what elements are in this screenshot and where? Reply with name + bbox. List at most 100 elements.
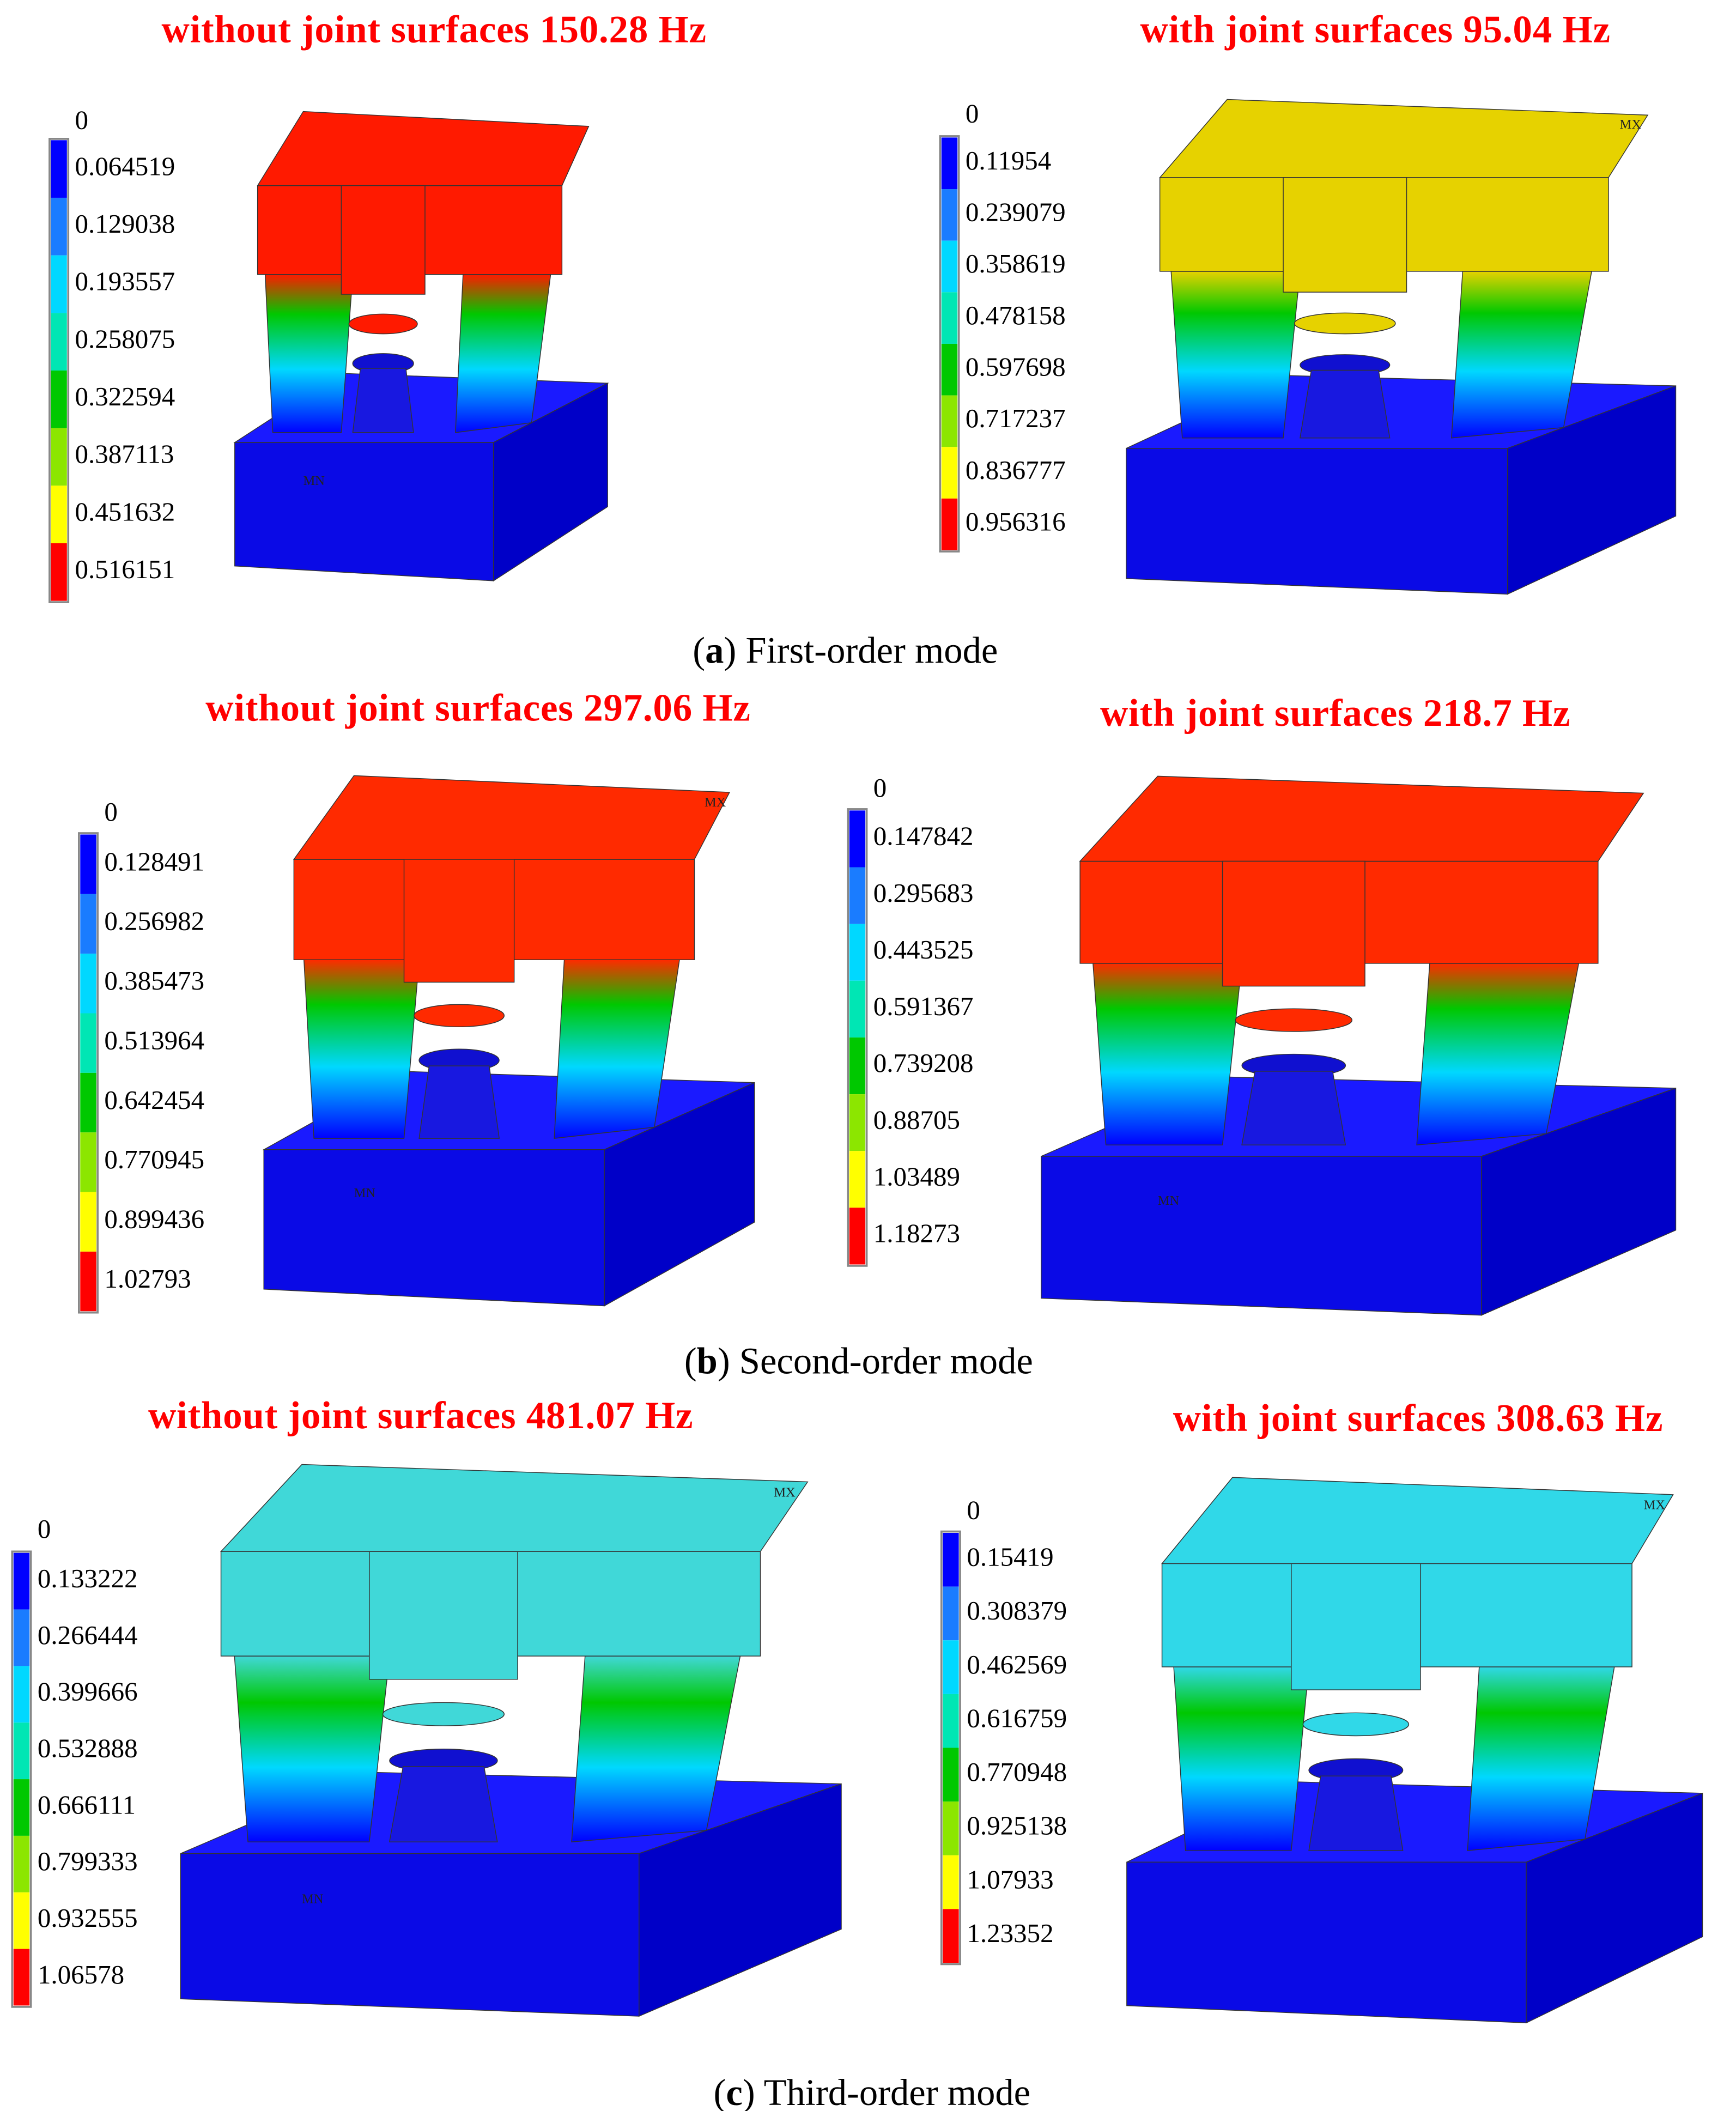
crossbeam-top [1159,99,1649,178]
legend-band [943,1748,959,1802]
head [369,1551,518,1680]
legend-band [51,313,67,371]
caption-label: b [697,1340,718,1381]
panel-title: without joint surfaces 297.06 Hz [205,687,750,729]
legend-label: 0 [104,797,118,827]
base-side [1526,1792,1703,2024]
legend-frame [11,1550,32,2008]
table [352,368,414,433]
legend-label: 0.516151 [75,554,175,584]
legend-label: 0.88705 [873,1105,960,1135]
panel-title: without joint surfaces 481.07 Hz [148,1394,693,1437]
legend-band [943,1855,959,1909]
legend-label: 0.717237 [966,403,1066,433]
legend-label: 0.836777 [966,455,1066,485]
legend-label: 1.03489 [873,1162,960,1192]
legend-band [80,954,96,1014]
legend-label: 0.770948 [967,1757,1067,1787]
base-front [1126,1861,1527,2024]
legend-label: 0.266444 [38,1620,138,1650]
legend-band [51,543,67,601]
left-leg [1092,963,1242,1145]
legend-label: 0 [967,1495,980,1525]
legend-band [849,924,866,981]
legend-label: 0.443525 [873,935,974,964]
legend-label: 0.513964 [104,1025,204,1055]
legend-label: 1.18273 [873,1218,960,1248]
head [1222,860,1365,987]
head [1291,1563,1421,1690]
crossbeam-top [293,775,731,860]
legend-label: 0.799333 [38,1846,138,1876]
legend-frame [78,832,99,1314]
marker-label: MN [1158,1193,1180,1208]
legend-band [13,1779,30,1836]
legend-band [80,1072,96,1133]
legend-label: 0.399666 [38,1677,138,1707]
legend-label: 0.899436 [104,1204,204,1234]
legend-label: 0.739208 [873,1048,974,1078]
legend-band [849,810,866,868]
head [1283,177,1407,293]
legend-label: 0 [966,98,979,128]
legend-label: 0.256982 [104,906,204,936]
legend-band [51,255,67,313]
legend-band [941,343,958,396]
head [341,185,426,295]
left-leg [264,274,354,433]
legend-label: 1.23352 [967,1918,1053,1948]
legend-band [51,197,67,256]
legend-label: 0 [38,1514,51,1544]
legend-band [13,1892,30,1949]
legend-label: 0.451632 [75,496,175,526]
base-side [1481,1087,1677,1316]
caption-text: ) First-order mode [724,629,998,671]
marker-label: MX [1620,117,1642,132]
legend-label: 0.128491 [104,846,204,876]
legend-band [849,867,866,924]
spindle-disc [1302,1712,1410,1737]
panel-title: without joint surfaces 150.28 Hz [161,9,706,51]
legend-label: 0 [75,105,88,135]
crossbeam-top [1079,775,1644,862]
legend-band [943,1694,959,1748]
caption-text: ) Second-order mode [718,1340,1033,1381]
marker-label: MX [774,1485,796,1500]
legend-band [80,1013,96,1073]
caption: (c) Third-order mode [714,2072,1031,2111]
legend-band [13,1609,30,1666]
table [1300,369,1391,439]
legend-label: 1.02793 [104,1264,191,1294]
legend-band [941,498,958,550]
caption-open: ( [693,629,705,671]
base-front [1126,448,1508,595]
legend-label: 0.478158 [966,300,1066,330]
caption-text: ) Third-order mode [743,2072,1030,2111]
legend-label: 0.925138 [967,1811,1067,1841]
caption-open: ( [684,1340,697,1381]
marker-label: MX [1644,1498,1666,1513]
legend-label: 0.129038 [75,209,175,239]
legend-band [943,1909,959,1963]
base-front [180,1853,640,2017]
left-leg [1170,271,1301,439]
legend-band [941,292,958,344]
legend-band [941,240,958,293]
legend-label: 0.591367 [873,991,974,1021]
legend-frame [939,135,960,553]
crossbeam-top [220,1464,809,1552]
legend-band [849,1151,866,1208]
legend-band [849,980,866,1038]
legend-band [941,189,958,241]
caption-label: c [726,2072,742,2111]
legend-band [80,1132,96,1192]
legend-band [941,137,958,190]
legend-label: 0.064519 [75,151,175,181]
legend-band [849,1037,866,1095]
spindle-disc [1294,312,1396,335]
legend-label: 0.666111 [38,1790,136,1819]
legend-frame [847,808,868,1267]
legend-label: 0.956316 [966,506,1066,536]
base-side [604,1082,755,1307]
